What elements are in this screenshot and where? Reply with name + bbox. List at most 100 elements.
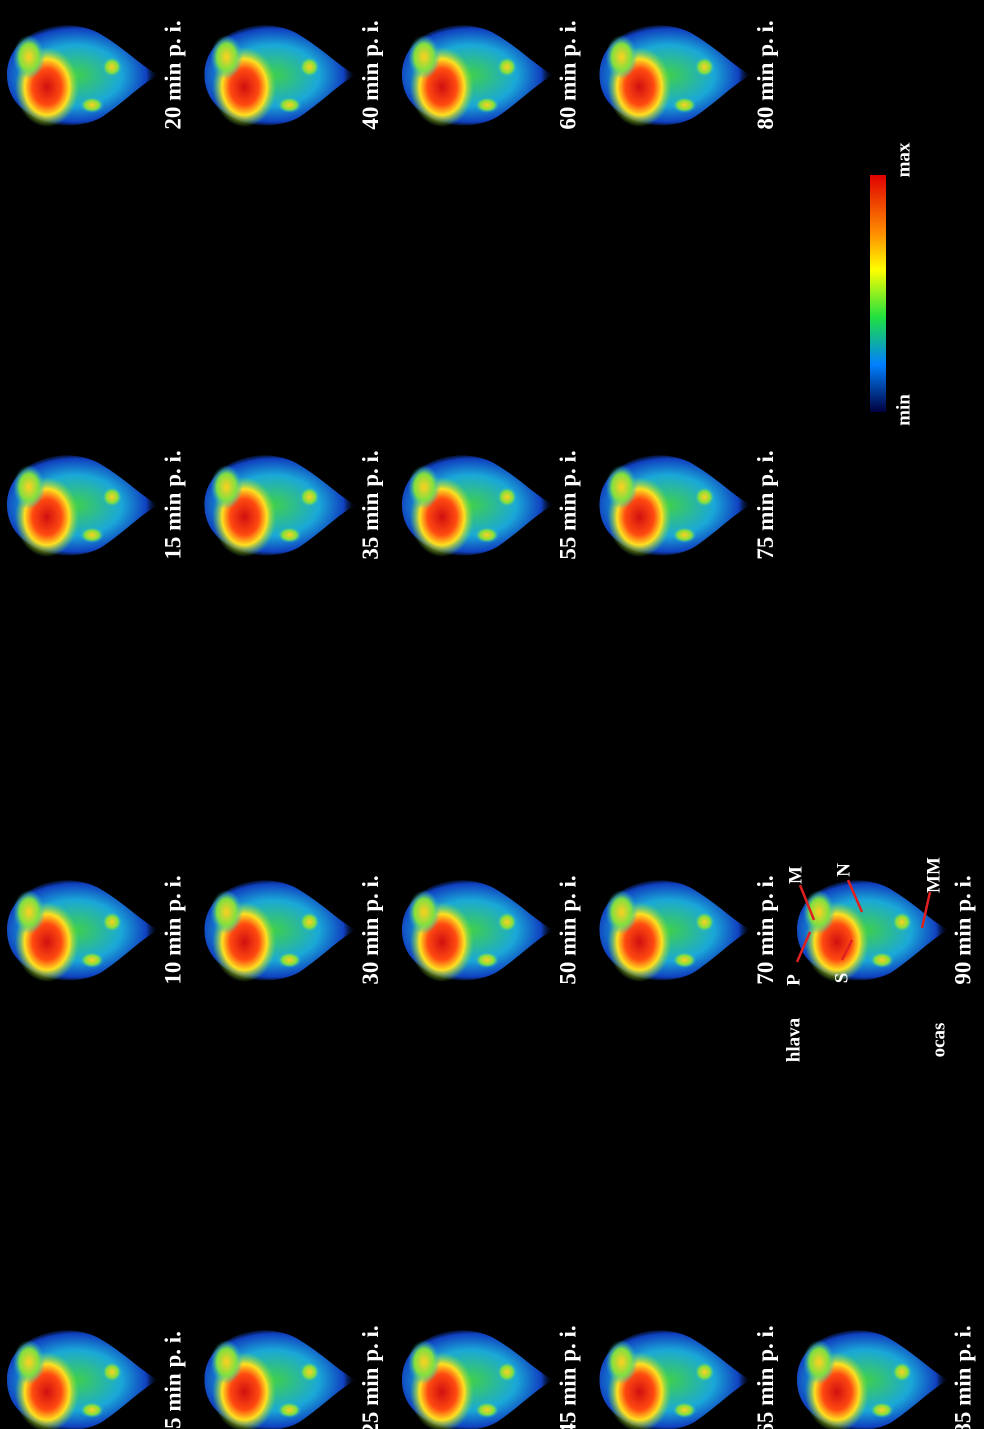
hot-region bbox=[408, 465, 440, 509]
colorbar-max: max bbox=[893, 142, 914, 177]
hot-region bbox=[803, 890, 835, 934]
pet-image: 65 min p. i. bbox=[599, 1325, 778, 1429]
head-label: hlava bbox=[783, 1017, 804, 1062]
hot-region bbox=[102, 912, 122, 932]
pet-image: 25 min p. i. bbox=[204, 1325, 383, 1429]
hot-region bbox=[102, 487, 122, 507]
hot-region bbox=[102, 1362, 122, 1382]
hot-region bbox=[80, 1402, 104, 1418]
hot-region bbox=[210, 35, 243, 79]
pet-image: 80 min p. i. bbox=[599, 20, 778, 130]
pet-image: 20 min p. i. bbox=[7, 20, 185, 130]
hot-region bbox=[408, 1340, 440, 1384]
timepoint-label: 55 min p. i. bbox=[555, 450, 580, 559]
hot-region bbox=[102, 57, 122, 77]
hot-region bbox=[210, 465, 243, 509]
pet-image: 5 min p. i. bbox=[7, 1330, 185, 1429]
hot-region bbox=[13, 890, 45, 934]
hot-region bbox=[694, 487, 715, 507]
timepoint-label: 25 min p. i. bbox=[358, 1325, 383, 1429]
hot-region bbox=[605, 890, 638, 934]
pet-image: 10 min p. i. bbox=[7, 875, 185, 985]
hot-region bbox=[694, 1362, 715, 1382]
pet-image: 30 min p. i. bbox=[204, 875, 383, 985]
pointer bbox=[798, 884, 816, 921]
hot-region bbox=[210, 890, 243, 934]
pet-image: 90 min p. i. bbox=[797, 875, 975, 985]
hot-region bbox=[672, 1402, 697, 1418]
pet-image: 35 min p. i. bbox=[204, 450, 383, 560]
hot-region bbox=[299, 1362, 320, 1382]
hot-region bbox=[892, 912, 912, 932]
hot-region bbox=[277, 97, 302, 113]
pet-image: 70 min p. i. bbox=[599, 875, 778, 985]
timepoint-label: 50 min p. i. bbox=[555, 875, 580, 984]
hot-region bbox=[497, 487, 517, 507]
timepoint-label: 15 min p. i. bbox=[160, 450, 185, 559]
pet-image: 60 min p. i. bbox=[402, 20, 580, 130]
hot-region bbox=[80, 527, 104, 543]
hot-region bbox=[13, 465, 45, 509]
timepoint-label: 40 min p. i. bbox=[358, 20, 383, 129]
hot-region bbox=[475, 97, 499, 113]
timepoint-label: 90 min p. i. bbox=[950, 875, 975, 984]
hot-region bbox=[299, 487, 320, 507]
pet-image: 45 min p. i. bbox=[402, 1325, 580, 1429]
pet-image: 40 min p. i. bbox=[204, 20, 383, 130]
organ-label: P bbox=[783, 974, 804, 986]
hot-region bbox=[408, 890, 440, 934]
hot-region bbox=[80, 952, 104, 968]
hot-region bbox=[497, 57, 517, 77]
hot-region bbox=[13, 1340, 45, 1384]
hot-region bbox=[299, 57, 320, 77]
hot-region bbox=[475, 952, 499, 968]
timepoint-label: 60 min p. i. bbox=[555, 20, 580, 129]
organ-label: S bbox=[831, 973, 852, 984]
hot-region bbox=[672, 97, 697, 113]
hot-region bbox=[870, 952, 894, 968]
hot-region bbox=[694, 57, 715, 77]
timepoint-label: 65 min p. i. bbox=[753, 1325, 778, 1429]
timepoint-label: 75 min p. i. bbox=[753, 450, 778, 559]
pointer bbox=[840, 939, 854, 961]
hot-region bbox=[277, 1402, 302, 1418]
hot-region bbox=[605, 465, 638, 509]
hot-region bbox=[497, 912, 517, 932]
pet-image: 15 min p. i. bbox=[7, 450, 185, 560]
pet-image: 75 min p. i. bbox=[599, 450, 778, 560]
hot-region bbox=[672, 527, 697, 543]
pointer bbox=[920, 891, 932, 929]
hot-region bbox=[13, 35, 45, 79]
hot-region bbox=[277, 527, 302, 543]
hot-region bbox=[694, 912, 715, 932]
timepoint-label: 30 min p. i. bbox=[358, 875, 383, 984]
organ-label: MM bbox=[923, 857, 944, 893]
pointer bbox=[795, 931, 812, 963]
timepoint-label: 70 min p. i. bbox=[753, 875, 778, 984]
tail-label: ocas bbox=[928, 1023, 949, 1058]
hot-region bbox=[80, 97, 104, 113]
hot-region bbox=[475, 1402, 499, 1418]
hot-region bbox=[870, 1402, 894, 1418]
hot-region bbox=[497, 1362, 517, 1382]
hot-region bbox=[408, 35, 440, 79]
hot-region bbox=[277, 952, 302, 968]
hot-region bbox=[803, 1340, 835, 1384]
colorbar-min: min bbox=[893, 394, 914, 426]
hot-region bbox=[299, 912, 320, 932]
pet-image: 50 min p. i. bbox=[402, 875, 580, 985]
hot-region bbox=[210, 1340, 243, 1384]
colorbar bbox=[870, 175, 886, 412]
pointer bbox=[846, 879, 864, 913]
organ-label: M bbox=[785, 866, 806, 884]
timepoint-label: 35 min p. i. bbox=[358, 450, 383, 559]
hot-region bbox=[605, 35, 638, 79]
timepoint-label: 10 min p. i. bbox=[160, 875, 185, 984]
annotations: hlava ocas P M S N MM bbox=[783, 857, 949, 1062]
timepoint-label: 45 min p. i. bbox=[555, 1325, 580, 1429]
hot-region bbox=[475, 527, 499, 543]
pet-image: 55 min p. i. bbox=[402, 450, 580, 560]
pet-image: 85 min p. i. bbox=[797, 1325, 975, 1429]
organ-label: N bbox=[833, 863, 854, 877]
